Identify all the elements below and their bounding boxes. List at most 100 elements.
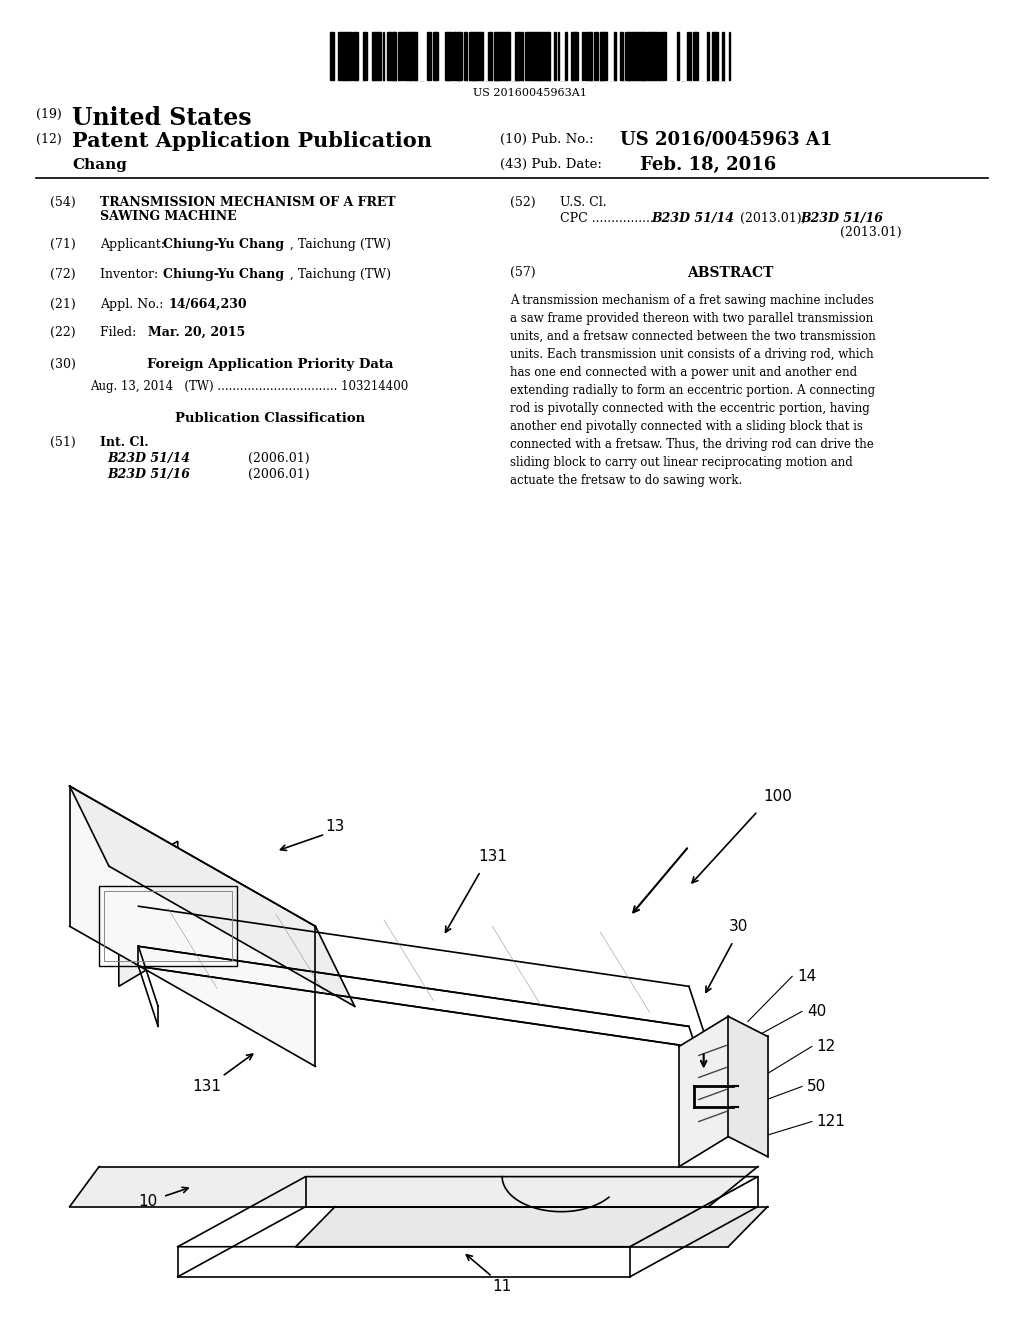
Bar — [99, 886, 237, 966]
Bar — [586, 32, 590, 81]
Bar — [654, 32, 657, 81]
Bar — [659, 42, 662, 81]
Bar — [479, 32, 481, 81]
Text: 14/664,230: 14/664,230 — [168, 298, 247, 312]
Bar — [605, 32, 607, 81]
Polygon shape — [70, 787, 354, 1006]
Bar — [573, 32, 575, 81]
Bar — [560, 42, 563, 81]
Bar — [721, 42, 724, 81]
Bar — [518, 42, 520, 81]
Bar — [338, 32, 342, 81]
Bar — [662, 32, 666, 81]
Text: (57): (57) — [510, 267, 536, 279]
Bar — [554, 32, 556, 81]
Bar — [575, 32, 578, 81]
Bar — [600, 42, 602, 81]
Bar — [546, 42, 548, 81]
Bar — [501, 32, 504, 81]
Text: B23D 51/14: B23D 51/14 — [106, 451, 190, 465]
Bar — [375, 32, 378, 81]
Bar — [614, 32, 616, 81]
Polygon shape — [119, 841, 178, 986]
Text: B23D 51/16: B23D 51/16 — [800, 213, 883, 224]
Bar — [414, 32, 417, 81]
Bar — [445, 32, 449, 81]
Bar — [355, 42, 357, 81]
Text: 12: 12 — [817, 1039, 836, 1053]
Text: 50: 50 — [807, 1078, 826, 1094]
Bar — [627, 42, 629, 81]
Bar — [387, 32, 390, 81]
Bar — [330, 32, 730, 81]
Bar — [534, 32, 537, 81]
Bar — [722, 32, 724, 81]
Bar — [411, 32, 414, 81]
Bar — [548, 32, 550, 81]
Text: (71): (71) — [50, 238, 76, 251]
Bar — [525, 32, 528, 81]
Text: US 2016/0045963 A1: US 2016/0045963 A1 — [620, 131, 833, 149]
Text: (52): (52) — [510, 195, 536, 209]
Bar — [515, 32, 519, 81]
Text: (22): (22) — [50, 326, 76, 339]
Bar — [629, 42, 631, 81]
Text: 14: 14 — [797, 969, 816, 983]
Text: B23D 51/14: B23D 51/14 — [651, 213, 734, 224]
Bar — [701, 42, 703, 81]
Text: (54): (54) — [50, 195, 76, 209]
Text: 131: 131 — [193, 1078, 222, 1094]
Text: (10) Pub. No.:: (10) Pub. No.: — [500, 133, 594, 147]
Bar — [712, 32, 714, 81]
Text: Applicant:: Applicant: — [100, 238, 169, 251]
Bar — [523, 42, 525, 81]
Bar — [104, 891, 231, 961]
Text: 13: 13 — [326, 818, 345, 834]
Bar — [650, 32, 654, 81]
Text: 30: 30 — [728, 919, 748, 933]
Text: (2013.01);: (2013.01); — [736, 213, 810, 224]
Bar — [498, 32, 501, 81]
Text: , Taichung (TW): , Taichung (TW) — [290, 238, 391, 251]
Bar — [537, 42, 539, 81]
Text: Feb. 18, 2016: Feb. 18, 2016 — [640, 156, 776, 174]
Bar — [498, 42, 500, 81]
Text: Chang: Chang — [72, 158, 127, 172]
Text: ABSTRACT: ABSTRACT — [687, 267, 773, 280]
Bar — [466, 42, 469, 81]
Text: (19): (19) — [36, 108, 61, 121]
Bar — [621, 42, 624, 81]
Text: B23D 51/16: B23D 51/16 — [106, 469, 190, 480]
Text: A transmission mechanism of a fret sawing machine includes
a saw frame provided : A transmission mechanism of a fret sawin… — [510, 294, 876, 487]
Bar — [394, 42, 396, 81]
Text: (51): (51) — [50, 436, 76, 449]
Text: Chiung-Yu Chang: Chiung-Yu Chang — [163, 268, 284, 281]
Bar — [372, 32, 375, 81]
Text: Patent Application Publication: Patent Application Publication — [72, 131, 432, 150]
Polygon shape — [296, 1206, 768, 1246]
Bar — [511, 42, 514, 81]
Text: Inventor:: Inventor: — [100, 268, 166, 281]
Bar — [629, 32, 633, 81]
Bar — [694, 32, 698, 81]
Bar — [473, 32, 475, 81]
Text: Foreign Application Priority Data: Foreign Application Priority Data — [146, 358, 393, 371]
Bar — [521, 32, 523, 81]
Bar — [475, 32, 479, 81]
Bar — [343, 32, 345, 81]
Text: Aug. 13, 2014   (TW) ................................ 103214400: Aug. 13, 2014 (TW) .....................… — [90, 380, 409, 393]
Bar — [641, 42, 644, 81]
Bar — [469, 32, 473, 81]
Bar — [641, 32, 644, 81]
Bar — [591, 42, 593, 81]
Bar — [450, 32, 452, 81]
Text: , Taichung (TW): , Taichung (TW) — [290, 268, 391, 281]
Bar — [530, 32, 534, 81]
Bar — [465, 32, 467, 81]
Bar — [458, 42, 460, 81]
Text: (2006.01): (2006.01) — [220, 451, 309, 465]
Polygon shape — [728, 1016, 768, 1156]
Bar — [347, 32, 351, 81]
Bar — [481, 32, 483, 81]
Text: United States: United States — [72, 106, 252, 129]
